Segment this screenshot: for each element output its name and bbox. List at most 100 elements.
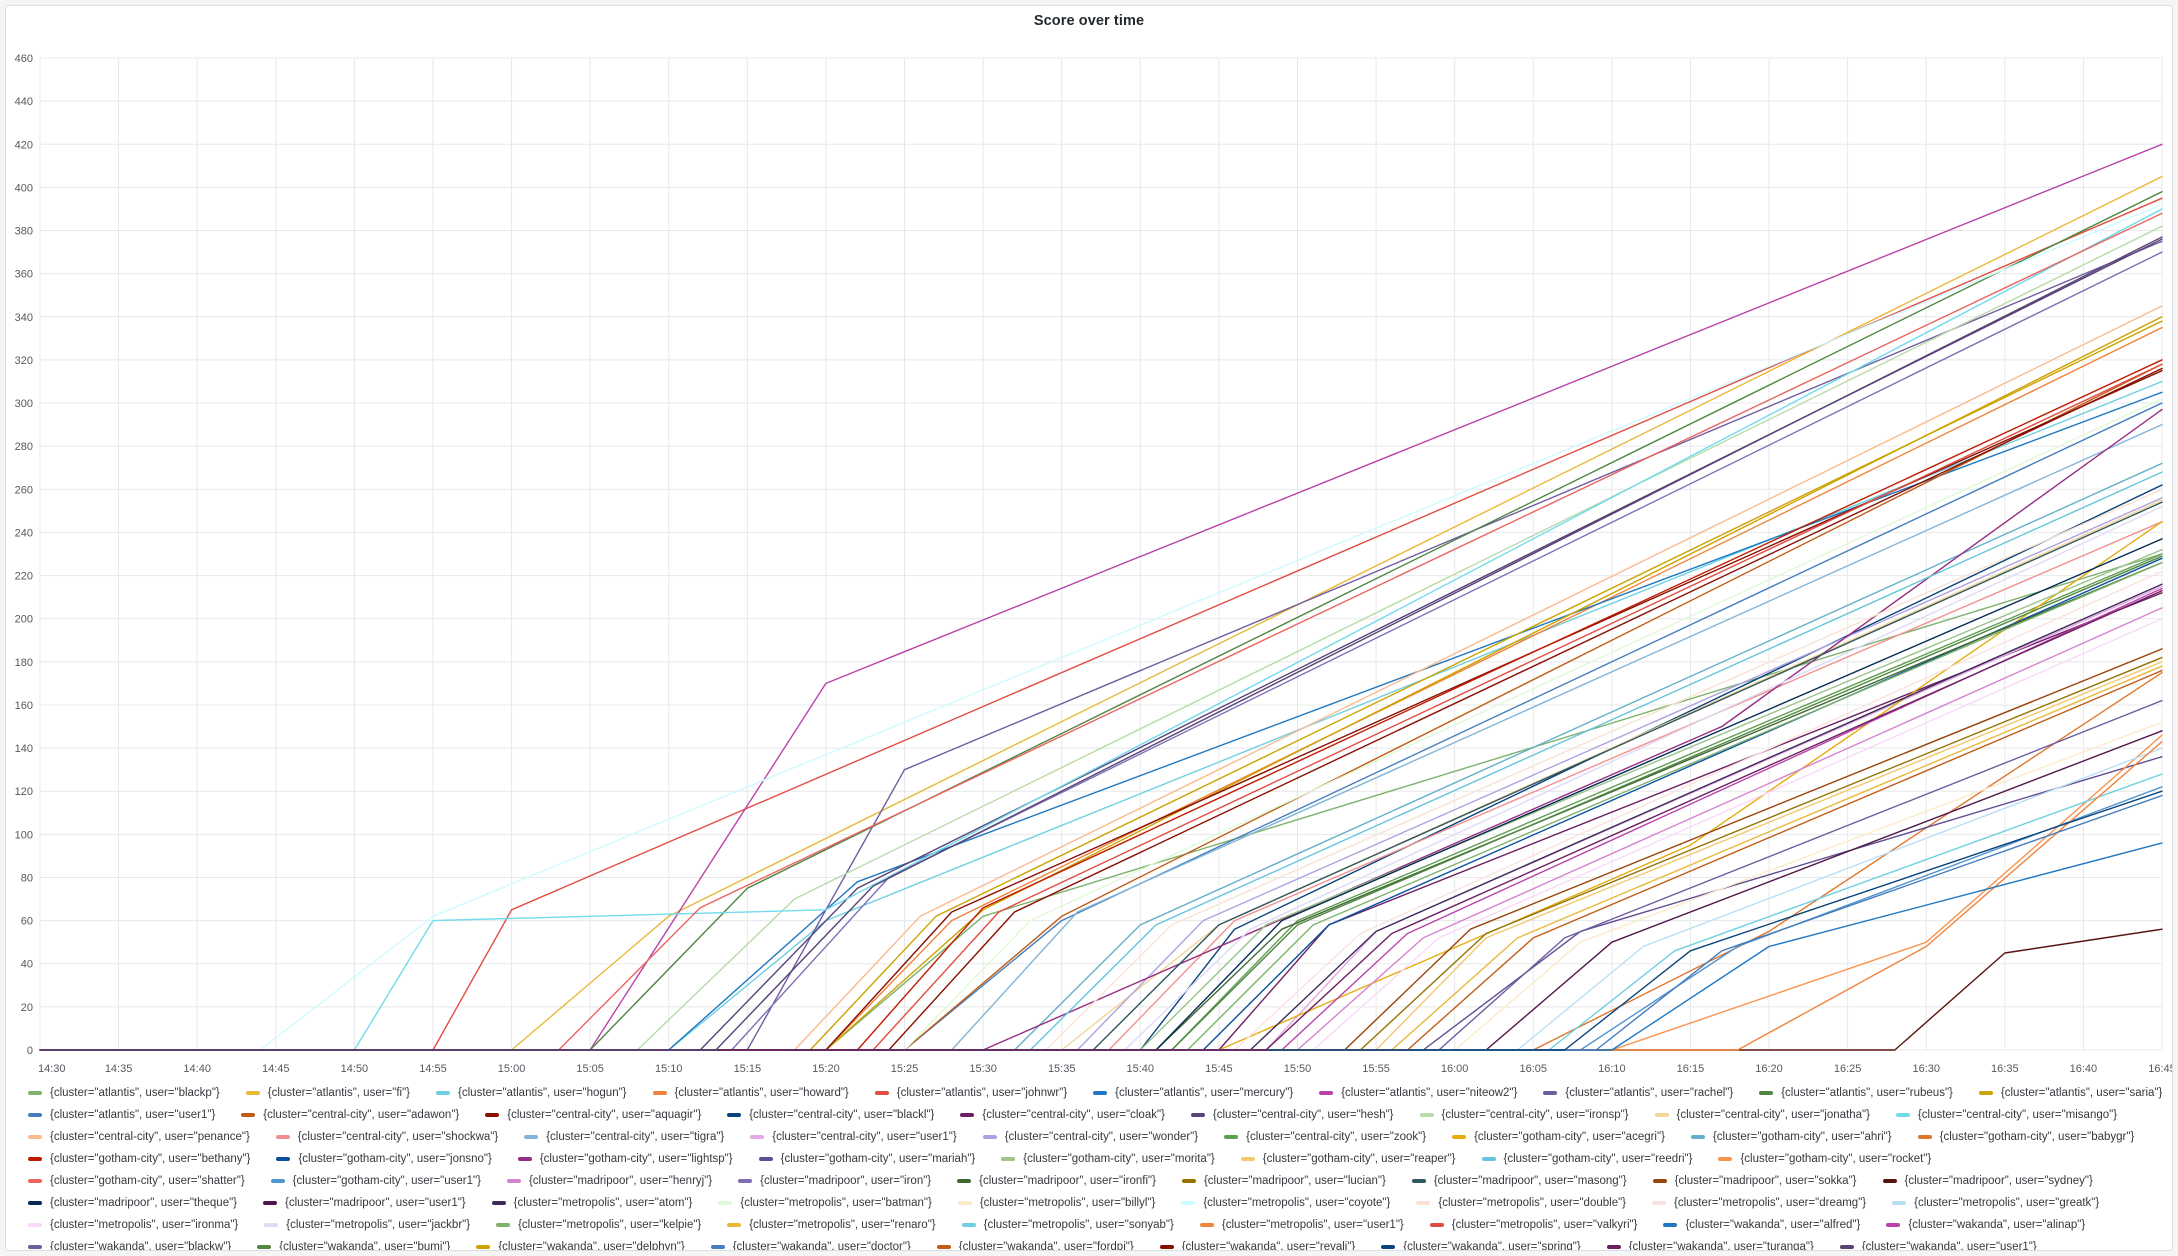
legend-item[interactable]: {cluster="wakanda", user="bumi"} <box>257 1236 450 1250</box>
legend-item[interactable]: {cluster="gotham-city", user="reaper"} <box>1240 1148 1456 1170</box>
legend-label: {cluster="atlantis", user="saria"} <box>2000 1087 2163 1099</box>
legend-item[interactable]: {cluster="wakanda", user="user1"} <box>1839 1236 2037 1250</box>
legend-item[interactable]: {cluster="metropolis", user="atom"} <box>491 1192 693 1214</box>
series-color-icon <box>264 1223 279 1227</box>
legend-item[interactable]: {cluster="gotham-city", user="bethany"} <box>28 1148 250 1170</box>
legend-label: {cluster="madripoor", user="lucian"} <box>1203 1175 1386 1187</box>
legend-item[interactable]: {cluster="madripoor", user="iron"} <box>738 1170 931 1192</box>
legend-item[interactable]: {cluster="central-city", user="ironsp"} <box>1419 1104 1629 1126</box>
legend-item[interactable]: {cluster="gotham-city", user="rocket"} <box>1718 1148 1931 1170</box>
legend-item[interactable]: {cluster="central-city", user="penance"} <box>28 1126 250 1148</box>
legend-label: {cluster="madripoor", user="user1"} <box>285 1197 466 1209</box>
series-color-icon <box>476 1245 491 1249</box>
series-line <box>39 391 2163 1051</box>
legend-item[interactable]: {cluster="central-city", user="cloak"} <box>960 1104 1165 1126</box>
legend-item[interactable]: {cluster="atlantis", user="user1"} <box>28 1104 215 1126</box>
series-color-icon <box>1319 1091 1334 1095</box>
legend-item[interactable]: {cluster="madripoor", user="ironfi"} <box>957 1170 1156 1192</box>
legend-item[interactable]: {cluster="wakanda", user="turanga"} <box>1606 1236 1814 1250</box>
legend-item[interactable]: {cluster="wakanda", user="fordpi"} <box>936 1236 1134 1250</box>
legend-item[interactable]: {cluster="central-city", user="adawon"} <box>241 1104 459 1126</box>
legend-item[interactable]: {cluster="atlantis", user="rachel"} <box>1543 1082 1733 1104</box>
legend-item[interactable]: {cluster="metropolis", user="jackbr"} <box>264 1214 470 1236</box>
legend-item[interactable]: {cluster="central-city", user="jonatha"} <box>1654 1104 1870 1126</box>
legend-item[interactable]: {cluster="central-city", user="tigra"} <box>524 1126 724 1148</box>
legend-item[interactable]: {cluster="wakanda", user="alfred"} <box>1663 1214 1860 1236</box>
legend-item[interactable]: {cluster="gotham-city", user="ahri"} <box>1690 1126 1892 1148</box>
legend-item[interactable]: {cluster="central-city", user="hesh"} <box>1190 1104 1394 1126</box>
legend-item[interactable]: {cluster="wakanda", user="doctor"} <box>710 1236 911 1250</box>
legend-item[interactable]: {cluster="gotham-city", user="morita"} <box>1001 1148 1215 1170</box>
legend-item[interactable]: {cluster="central-city", user="zook"} <box>1224 1126 1426 1148</box>
legend-item[interactable]: {cluster="metropolis", user="ironma"} <box>28 1214 238 1236</box>
legend-item[interactable]: {cluster="atlantis", user="blackp"} <box>28 1082 220 1104</box>
legend-item[interactable]: {cluster="gotham-city", user="reedri"} <box>1481 1148 1692 1170</box>
series-color-icon <box>1606 1245 1621 1249</box>
series-color-icon <box>436 1091 451 1095</box>
legend-item[interactable]: {cluster="metropolis", user="sonyab"} <box>961 1214 1174 1236</box>
legend-item[interactable]: {cluster="gotham-city", user="mariah"} <box>758 1148 975 1170</box>
legend-item[interactable]: {cluster="gotham-city", user="user1"} <box>270 1170 481 1192</box>
legend-item[interactable]: {cluster="metropolis", user="batman"} <box>718 1192 932 1214</box>
legend-item[interactable]: {cluster="madripoor", user="sydney"} <box>1882 1170 2093 1192</box>
series-color-icon <box>982 1135 997 1139</box>
legend-item[interactable]: {cluster="metropolis", user="user1"} <box>1199 1214 1404 1236</box>
legend-item[interactable]: {cluster="metropolis", user="renaro"} <box>727 1214 936 1236</box>
legend-item[interactable]: {cluster="atlantis", user="niteow2"} <box>1319 1082 1517 1104</box>
legend-label: {cluster="atlantis", user="howard"} <box>674 1087 849 1099</box>
panel-header[interactable]: Score over time <box>6 6 2172 36</box>
legend-item[interactable]: {cluster="metropolis", user="billyl"} <box>957 1192 1155 1214</box>
series-color-icon <box>1892 1201 1907 1205</box>
legend-label: {cluster="metropolis", user="atom"} <box>513 1197 693 1209</box>
legend-item[interactable]: {cluster="metropolis", user="double"} <box>1416 1192 1626 1214</box>
legend-item[interactable]: {cluster="metropolis", user="coyote"} <box>1181 1192 1390 1214</box>
legend-item[interactable]: {cluster="wakanda", user="blackw"} <box>28 1236 231 1250</box>
series-line <box>39 553 2163 1051</box>
legend-item[interactable]: {cluster="gotham-city", user="babygr"} <box>1917 1126 2134 1148</box>
legend-item[interactable]: {cluster="wakanda", user="delphyn"} <box>476 1236 685 1250</box>
legend-item[interactable]: {cluster="metropolis", user="kelpie"} <box>496 1214 701 1236</box>
series-line <box>39 240 2163 1051</box>
legend-item[interactable]: {cluster="central-city", user="blackl"} <box>727 1104 934 1126</box>
y-axis-tick-label: 0 <box>27 1045 33 1057</box>
legend-item[interactable]: {cluster="gotham-city", user="lightsp"} <box>517 1148 733 1170</box>
legend-item[interactable]: {cluster="atlantis", user="hogun"} <box>436 1082 627 1104</box>
series-line <box>39 734 2163 1051</box>
legend-item[interactable]: {cluster="madripoor", user="sokka"} <box>1652 1170 1857 1192</box>
series-color-icon <box>957 1201 972 1205</box>
legend-item[interactable]: {cluster="central-city", user="shockwa"} <box>275 1126 498 1148</box>
legend-item[interactable]: {cluster="central-city", user="aquagir"} <box>485 1104 701 1126</box>
legend-item[interactable]: {cluster="gotham-city", user="shatter"} <box>28 1170 245 1192</box>
legend-item[interactable]: {cluster="metropolis", user="valkyri"} <box>1429 1214 1637 1236</box>
legend-item[interactable]: {cluster="atlantis", user="johnwr"} <box>874 1082 1067 1104</box>
legend-item[interactable]: {cluster="atlantis", user="mercury"} <box>1093 1082 1293 1104</box>
legend-item[interactable]: {cluster="madripoor", user="masong"} <box>1411 1170 1627 1192</box>
legend-item[interactable]: {cluster="atlantis", user="fi"} <box>245 1082 410 1104</box>
legend-item[interactable]: {cluster="gotham-city", user="acegri"} <box>1452 1126 1665 1148</box>
legend-label: {cluster="metropolis", user="dreamg"} <box>1674 1197 1867 1209</box>
legend-item[interactable]: {cluster="madripoor", user="henryj"} <box>506 1170 712 1192</box>
legend-item[interactable]: {cluster="wakanda", user="spring"} <box>1381 1236 1581 1250</box>
legend-item[interactable]: {cluster="atlantis", user="rubeus"} <box>1759 1082 1953 1104</box>
series-line <box>39 773 2163 1051</box>
series-color-icon <box>245 1091 260 1095</box>
legend-item[interactable]: {cluster="central-city", user="wonder"} <box>982 1126 1198 1148</box>
series-color-icon <box>491 1201 506 1205</box>
series-line <box>39 794 2163 1051</box>
legend-item[interactable]: {cluster="metropolis", user="dreamg"} <box>1652 1192 1866 1214</box>
legend-item[interactable]: {cluster="wakanda", user="alinap"} <box>1886 1214 2085 1236</box>
legend-item[interactable]: {cluster="central-city", user="user1"} <box>750 1126 957 1148</box>
legend-item[interactable]: {cluster="madripoor", user="lucian"} <box>1181 1170 1386 1192</box>
series-line <box>39 587 2163 1051</box>
series-line <box>39 699 2163 1051</box>
legend-item[interactable]: {cluster="madripoor", user="theque"} <box>28 1192 237 1214</box>
legend-item[interactable]: {cluster="atlantis", user="saria"} <box>1978 1082 2163 1104</box>
chart-canvas[interactable]: 0 20 40 60 80 100 120 140 160 180 200 220 240 260 280 3… <box>6 34 2173 1080</box>
legend-item[interactable]: {cluster="madripoor", user="user1"} <box>263 1192 466 1214</box>
legend-label: {cluster="wakanda", user="revali"} <box>1181 1241 1356 1251</box>
legend-item[interactable]: {cluster="gotham-city", user="jonsno"} <box>276 1148 492 1170</box>
legend-item[interactable]: {cluster="central-city", user="misango"} <box>1895 1104 2117 1126</box>
legend-item[interactable]: {cluster="atlantis", user="howard"} <box>652 1082 849 1104</box>
legend-item[interactable]: {cluster="wakanda", user="revali"} <box>1159 1236 1356 1251</box>
legend-item[interactable]: {cluster="metropolis", user="greatk"} <box>1892 1192 2099 1214</box>
